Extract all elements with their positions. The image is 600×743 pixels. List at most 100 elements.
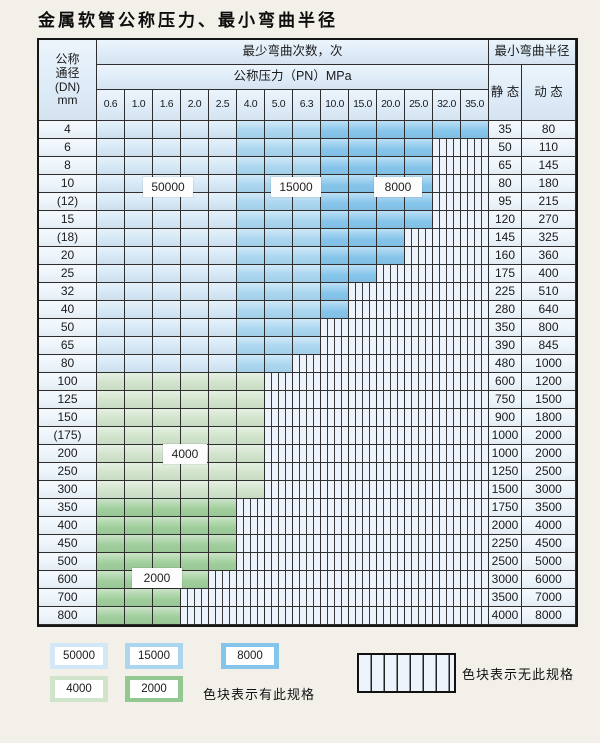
spec-cell xyxy=(293,121,321,139)
legend-swatch-label: 4000 xyxy=(55,680,103,698)
dynamic-value-cell: 2500 xyxy=(522,463,576,481)
no-spec-cell xyxy=(321,373,349,391)
no-spec-cell xyxy=(433,337,461,355)
spec-cell xyxy=(377,193,405,211)
no-spec-cell xyxy=(237,517,265,535)
no-spec-cell xyxy=(433,535,461,553)
no-spec-cell xyxy=(405,373,433,391)
no-spec-cell xyxy=(321,499,349,517)
no-spec-cell xyxy=(461,247,489,265)
spec-cell xyxy=(97,373,125,391)
spec-cell xyxy=(153,589,181,607)
no-spec-cell xyxy=(265,463,293,481)
spec-cell xyxy=(181,157,209,175)
spec-cell xyxy=(97,265,125,283)
dynamic-value-cell: 360 xyxy=(522,247,576,265)
spec-cell xyxy=(125,589,153,607)
no-spec-cell xyxy=(321,571,349,589)
dn-label-cell: 40 xyxy=(39,301,97,319)
spec-cell xyxy=(377,157,405,175)
spec-cell xyxy=(237,193,265,211)
dynamic-value-cell: 325 xyxy=(522,229,576,247)
spec-cell xyxy=(181,301,209,319)
dn-label-cell: 8 xyxy=(39,157,97,175)
no-spec-cell xyxy=(237,553,265,571)
spec-cell xyxy=(181,121,209,139)
no-spec-cell xyxy=(293,391,321,409)
no-spec-cell xyxy=(377,337,405,355)
spec-cell xyxy=(125,535,153,553)
dn-label-cell: 700 xyxy=(39,589,97,607)
static-value-cell: 390 xyxy=(489,337,522,355)
no-spec-cell xyxy=(461,517,489,535)
spec-cell xyxy=(293,139,321,157)
spec-cell xyxy=(125,265,153,283)
static-value-cell: 600 xyxy=(489,373,522,391)
dynamic-value-cell: 4500 xyxy=(522,535,576,553)
no-spec-cell xyxy=(265,553,293,571)
spec-cell xyxy=(237,247,265,265)
static-value-cell: 145 xyxy=(489,229,522,247)
no-spec-cell xyxy=(349,499,377,517)
spec-cell xyxy=(181,427,209,445)
static-value-cell: 160 xyxy=(489,247,522,265)
spec-cell xyxy=(125,301,153,319)
spec-cell xyxy=(97,175,125,193)
dn-label-cell: 600 xyxy=(39,571,97,589)
dynamic-value-cell: 80 xyxy=(522,121,576,139)
spec-cell xyxy=(125,247,153,265)
dn-label-cell: 32 xyxy=(39,283,97,301)
pressure-header: 公称压力（PN）MPa xyxy=(97,65,489,90)
no-spec-cell xyxy=(293,607,321,625)
no-spec-cell xyxy=(461,607,489,625)
static-value-cell: 2250 xyxy=(489,535,522,553)
static-value-cell: 750 xyxy=(489,391,522,409)
spec-cell xyxy=(181,391,209,409)
spec-cell xyxy=(265,283,293,301)
spec-cell xyxy=(153,283,181,301)
dn-label-cell: 300 xyxy=(39,481,97,499)
spec-cell xyxy=(153,337,181,355)
spec-cell xyxy=(321,157,349,175)
no-spec-cell xyxy=(265,445,293,463)
spec-cell xyxy=(181,355,209,373)
min-radius-header: 最小弯曲半径 xyxy=(489,40,576,65)
dn-label-cell: 15 xyxy=(39,211,97,229)
no-spec-cell xyxy=(461,175,489,193)
no-spec-cell xyxy=(461,319,489,337)
no-spec-cell xyxy=(265,481,293,499)
no-spec-cell xyxy=(349,409,377,427)
no-spec-cell xyxy=(237,499,265,517)
no-spec-cell xyxy=(377,427,405,445)
spec-cell xyxy=(349,229,377,247)
zone-count-label: 2000 xyxy=(132,568,182,588)
no-spec-cell xyxy=(377,355,405,373)
static-value-cell: 225 xyxy=(489,283,522,301)
no-spec-cell xyxy=(377,553,405,571)
spec-cell xyxy=(181,229,209,247)
spec-cell xyxy=(125,355,153,373)
no-spec-cell xyxy=(433,571,461,589)
no-spec-cell xyxy=(349,535,377,553)
spec-cell xyxy=(153,211,181,229)
no-spec-cell xyxy=(433,319,461,337)
zone-count-label: 15000 xyxy=(271,177,321,197)
no-spec-cell xyxy=(237,607,265,625)
no-spec-cell xyxy=(349,337,377,355)
no-spec-cell xyxy=(265,571,293,589)
no-spec-cell xyxy=(433,589,461,607)
no-spec-cell xyxy=(405,301,433,319)
dn-label-cell: 150 xyxy=(39,409,97,427)
no-spec-cell xyxy=(433,391,461,409)
no-spec-cell xyxy=(237,589,265,607)
dynamic-value-cell: 4000 xyxy=(522,517,576,535)
no-spec-cell xyxy=(349,355,377,373)
no-spec-cell xyxy=(461,139,489,157)
dn-label-cell: 80 xyxy=(39,355,97,373)
spec-cell xyxy=(181,553,209,571)
spec-cell xyxy=(125,463,153,481)
no-spec-cell xyxy=(377,589,405,607)
spec-cell xyxy=(153,607,181,625)
no-spec-cell xyxy=(293,481,321,499)
no-spec-cell xyxy=(461,193,489,211)
